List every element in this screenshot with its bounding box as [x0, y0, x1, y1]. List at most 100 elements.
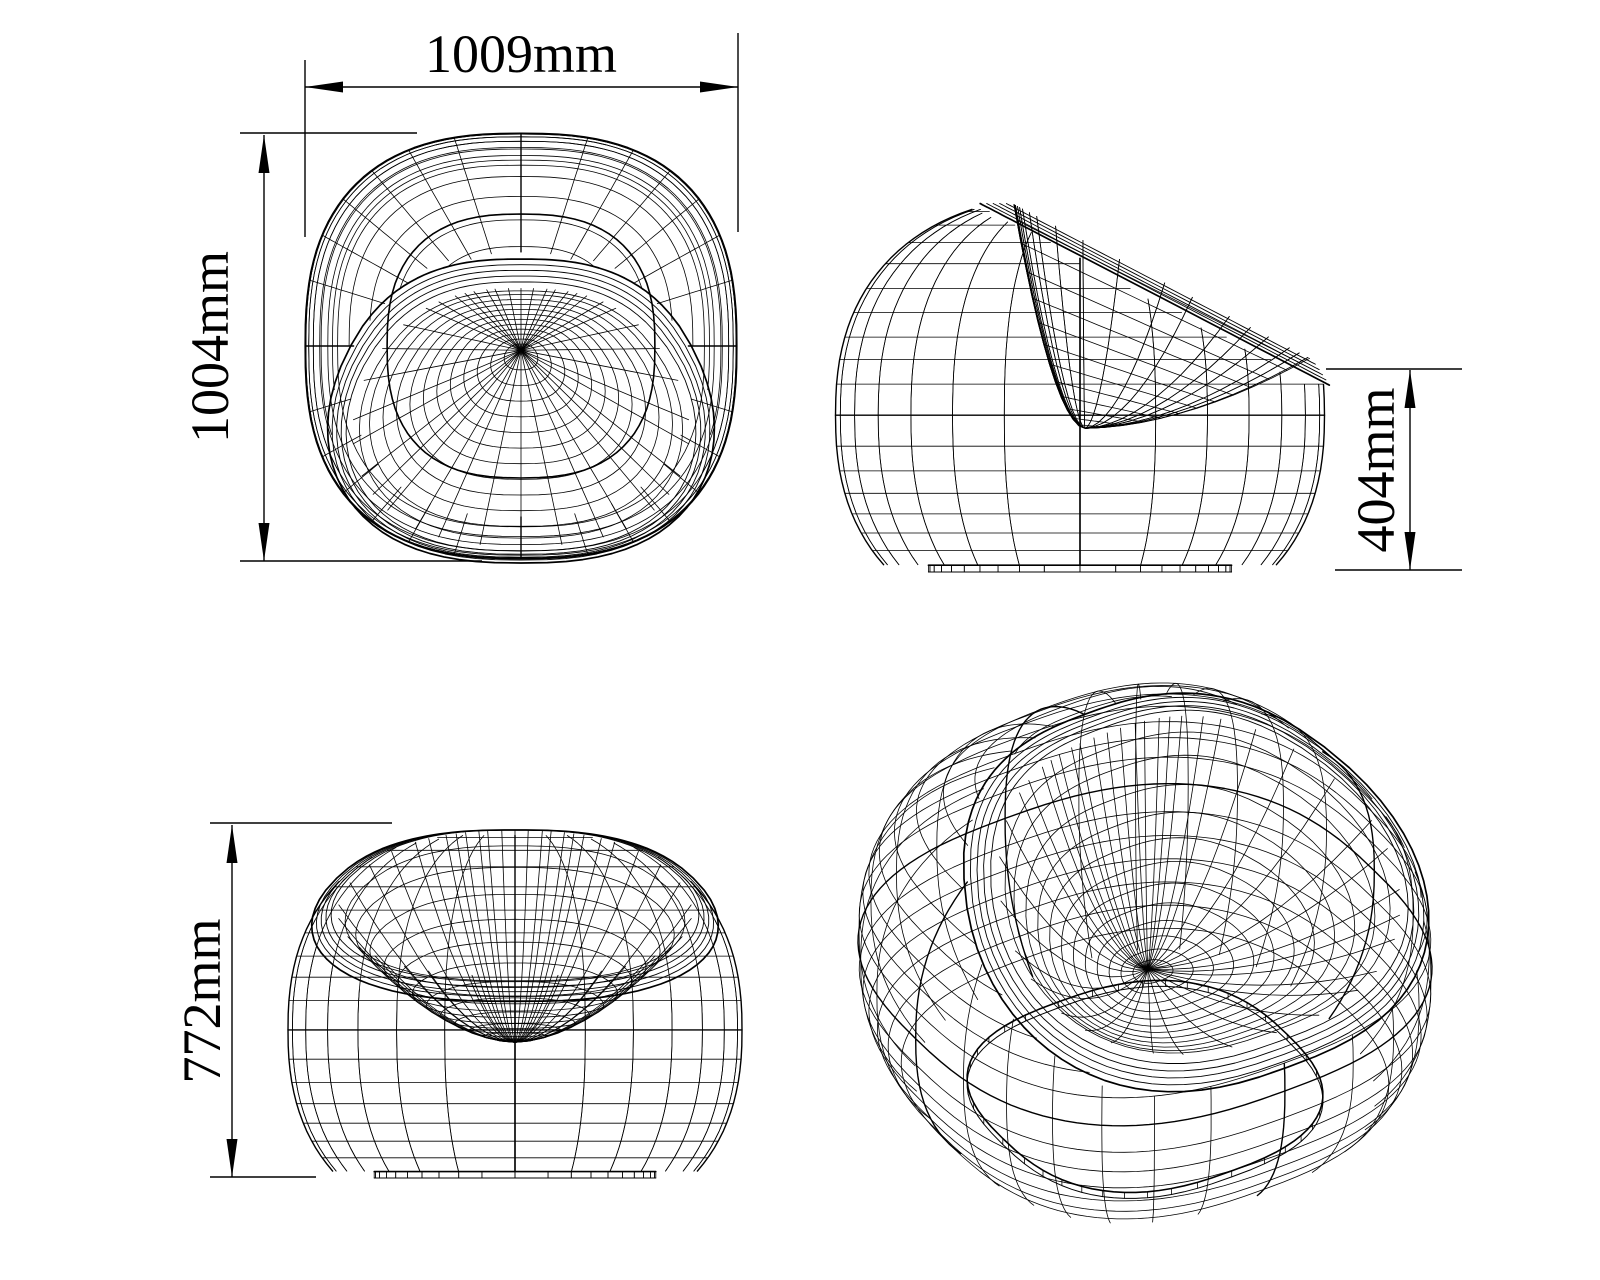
wireframe-curve — [287, 881, 340, 1172]
wireframe-curve — [1256, 1062, 1286, 1197]
wireframe-curve — [878, 705, 1405, 996]
wireframe-curve — [423, 314, 619, 465]
wireframe-curve — [1049, 837, 1315, 1039]
wireframe-curve — [1037, 811, 1335, 1044]
wireframe-curve — [331, 264, 711, 561]
arrowhead-down — [226, 1139, 238, 1177]
wireframe-curve — [332, 159, 710, 391]
wireframe-curve — [1043, 344, 1216, 403]
wireframe-curve — [943, 682, 1289, 846]
wireframe-curve — [1028, 780, 1149, 970]
wireframe-curve — [854, 209, 981, 566]
wireframe-curve — [656, 279, 734, 304]
perspective-view-wireframe — [857, 682, 1433, 1224]
arrowhead-left — [305, 81, 343, 93]
wireframe-curve — [1140, 298, 1157, 566]
wireframe-curve — [976, 701, 1420, 1079]
wireframe-curve — [915, 881, 968, 1155]
wireframe-curve — [1215, 348, 1250, 566]
wireframe-curve — [305, 133, 737, 559]
wireframe-curve — [1084, 327, 1251, 429]
wireframe-curve — [426, 981, 604, 1024]
wireframe-curve — [1215, 348, 1250, 566]
wireframe-curve — [986, 203, 1327, 381]
wireframe-curve — [357, 838, 440, 1172]
wireframe-curve — [1147, 778, 1335, 970]
wireframe-curve — [916, 685, 1328, 889]
wireframe-curve — [1026, 271, 1270, 380]
wireframe-curve — [357, 988, 390, 1172]
wireframe-curve — [305, 847, 397, 1172]
wireframe-curve — [858, 811, 1432, 1153]
wireframe-curve — [839, 209, 975, 566]
wireframe-curve — [1197, 1086, 1212, 1215]
wireframe-curve — [1260, 384, 1306, 566]
wireframe-curve — [463, 328, 579, 418]
wireframe-curve — [408, 149, 472, 260]
wireframe-curve — [900, 927, 1390, 1220]
wireframe-curve — [468, 1023, 562, 1037]
dimension-seat-height-label: 404mm — [1346, 387, 1406, 552]
wireframe-curve — [952, 221, 1008, 566]
wireframe-curve — [326, 258, 716, 564]
wireframe-curve — [877, 212, 983, 566]
wireframe-curve — [1031, 297, 1252, 388]
wireframe-curve — [327, 842, 417, 1172]
wireframe-curve — [839, 209, 975, 566]
wireframe-curve — [340, 275, 702, 555]
wireframe-curve — [693, 919, 738, 1172]
wireframe-curve — [1260, 384, 1306, 566]
wireframe-curve — [862, 835, 1428, 1173]
wireframe-curve — [858, 756, 1432, 1099]
wireframe-curve — [396, 304, 646, 496]
wireframe-curve — [321, 434, 362, 458]
wireframe-curve — [877, 881, 1413, 1202]
wireframe-curve — [1096, 920, 1234, 1012]
dimension-depth: 1004mm — [180, 132, 482, 562]
wireframe-curve — [369, 196, 673, 321]
wireframe-curve — [337, 164, 705, 528]
wireframe-curve — [862, 737, 1428, 1073]
wireframe-curve — [397, 941, 633, 1012]
wireframe-curve — [1066, 408, 1144, 423]
wireframe-curve — [383, 918, 647, 1005]
wireframe-curve — [396, 1000, 421, 1172]
wireframe-curve — [1120, 948, 1194, 994]
wireframe-curve — [1223, 698, 1284, 968]
wireframe-curve — [396, 835, 464, 1172]
wireframe-curve — [1071, 417, 1126, 426]
wireframe-curve — [1073, 882, 1275, 1027]
wireframe-curve — [327, 155, 715, 537]
wireframe-curve — [336, 269, 706, 558]
wireframe-curve — [1272, 384, 1321, 566]
wireframe-curve — [292, 919, 337, 1172]
wireframe-curve — [936, 723, 1054, 1000]
wireframe-curve — [344, 845, 686, 982]
wireframe-curve — [342, 198, 428, 269]
wireframe-curve — [1132, 959, 1174, 984]
wireframe-curve — [1078, 690, 1117, 959]
wireframe-curve — [436, 318, 606, 449]
wireframe-curve — [1016, 220, 1301, 364]
wireframe-curve — [969, 696, 1425, 1086]
wireframe-curve — [1084, 352, 1300, 429]
wireframe-curve — [910, 217, 992, 566]
wireframe-curve — [858, 767, 995, 1067]
wireframe-curve — [355, 867, 675, 988]
wireframe-curve — [312, 140, 730, 474]
wireframe-curve — [614, 198, 700, 269]
wireframe-curve — [999, 202, 1320, 371]
wireframe-curve — [1052, 1055, 1072, 1218]
wireframe-curve — [870, 750, 1013, 1043]
wireframe-curve — [979, 202, 1331, 386]
wireframe-curve — [1101, 1085, 1111, 1224]
wireframe-curve — [1061, 861, 1295, 1033]
wireframe-curve — [1082, 240, 1086, 429]
wireframe-curve — [962, 692, 1430, 1093]
wireframe-curve — [966, 979, 1324, 1194]
wireframe-curve — [1084, 352, 1300, 429]
wireframe-curve — [1241, 371, 1283, 566]
arrowhead-down — [1404, 532, 1416, 570]
dimension-seat-height: 404mm — [1326, 368, 1462, 571]
